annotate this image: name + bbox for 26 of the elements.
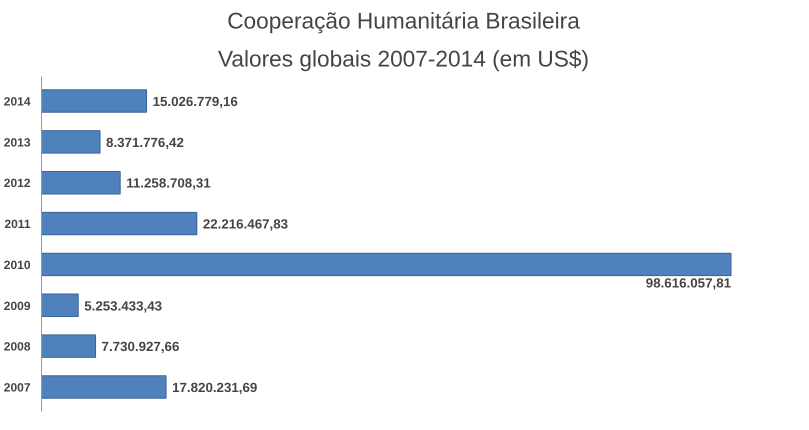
data-label: 22.216.467,83 xyxy=(202,216,288,232)
y-tick-label: 2014 xyxy=(4,94,31,109)
chart-title: Cooperação Humanitária Brasileira xyxy=(227,8,580,34)
data-label: 11.258.708,31 xyxy=(126,176,212,191)
bar xyxy=(42,130,101,154)
bar xyxy=(42,252,732,276)
y-tick-label: 2013 xyxy=(4,135,31,150)
y-tick-label: 2010 xyxy=(4,258,31,272)
data-label: 7.730.927,66 xyxy=(102,339,180,354)
data-label: 15.026.779,16 xyxy=(152,94,238,110)
data-label: 98.616.057,81 xyxy=(646,275,732,290)
bar xyxy=(42,170,121,194)
bar xyxy=(42,89,148,113)
y-tick-label: 2011 xyxy=(4,217,31,232)
data-label: 8.371.776,42 xyxy=(106,134,184,150)
y-tick-label: 2012 xyxy=(4,176,31,190)
bar xyxy=(42,212,198,236)
chart-subtitle: Valores globais 2007-2014 (em US$) xyxy=(218,46,590,72)
bar xyxy=(42,294,79,318)
y-tick-label: 2008 xyxy=(4,340,31,354)
bar xyxy=(42,334,96,358)
data-label: 5.253.433,43 xyxy=(84,298,162,314)
bar xyxy=(42,375,167,399)
data-label: 17.820.231,69 xyxy=(172,380,258,395)
y-tick-label: 2009 xyxy=(4,298,31,313)
y-tick-label: 2007 xyxy=(4,380,31,394)
